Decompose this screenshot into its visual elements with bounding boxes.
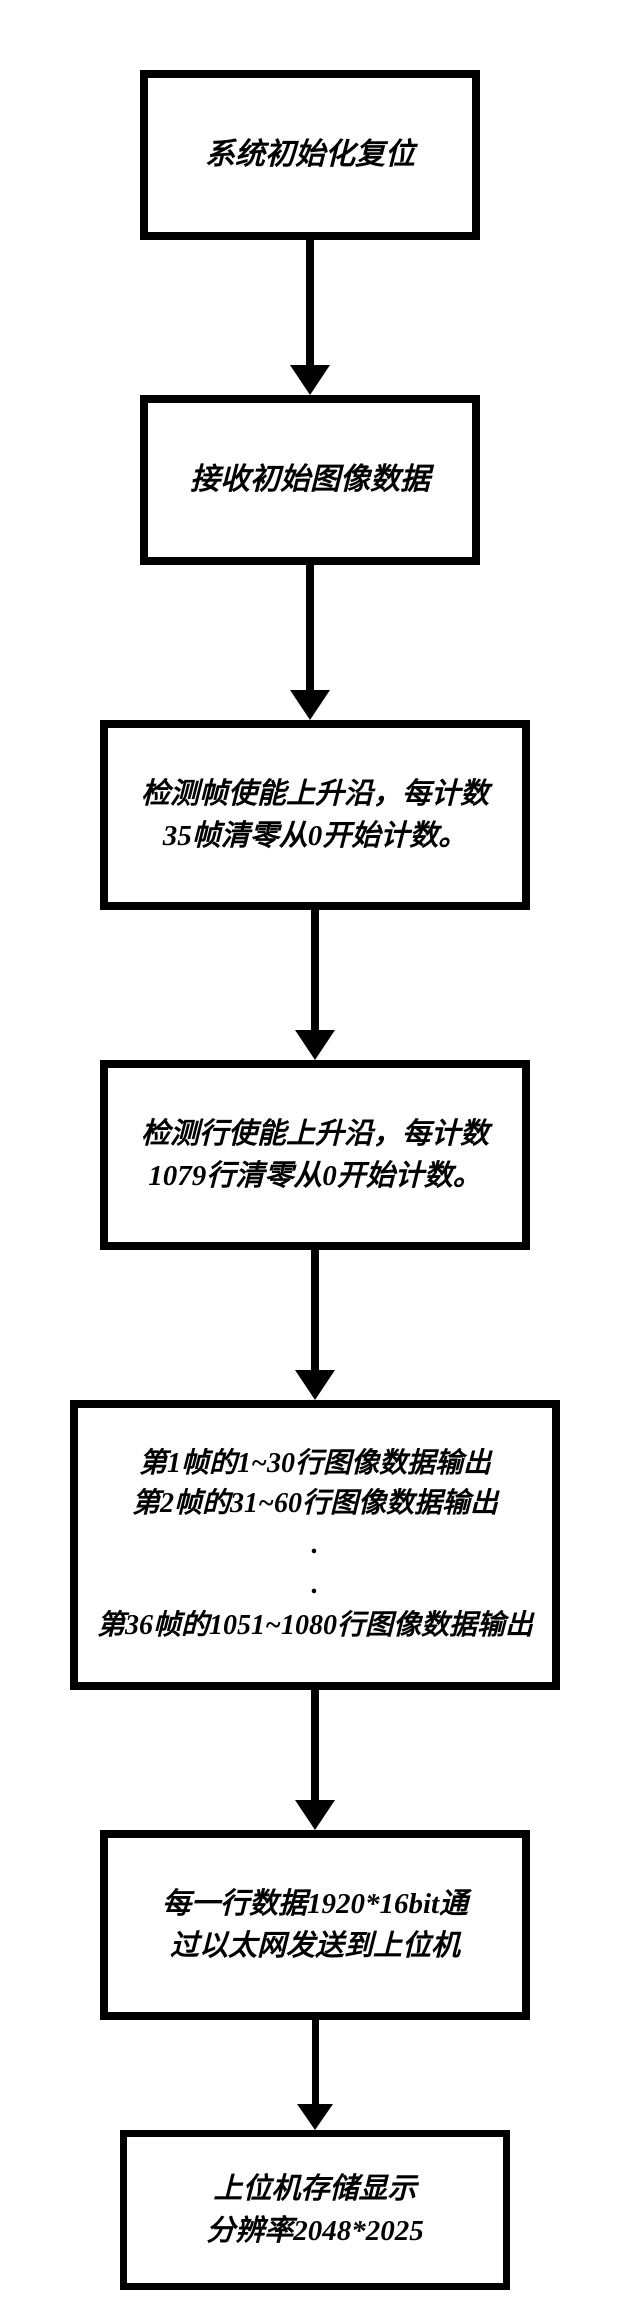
- flowchart-arrow-line: [312, 2020, 319, 2104]
- flowchart-arrow-line: [311, 1690, 319, 1800]
- flowchart-arrow-line: [306, 565, 314, 690]
- flowchart-node-n4: 检测行使能上升沿，每计数 1079行清零从0开始计数。: [100, 1060, 530, 1250]
- flowchart-node-n7: 上位机存储显示 分辨率2048*2025: [120, 2130, 510, 2290]
- flowchart-node-label: 系统初始化复位: [205, 133, 415, 177]
- flowchart-node-n5: 第1帧的1~30行图像数据输出 第2帧的31~60行图像数据输出 . . 第36…: [70, 1400, 560, 1690]
- flowchart-arrow-line: [306, 240, 314, 365]
- flowchart-arrow-head: [295, 1030, 335, 1060]
- flowchart-arrow-head: [297, 2104, 333, 2130]
- flowchart-node-label: 接收初始图像数据: [190, 458, 430, 502]
- flowchart-node-n1: 系统初始化复位: [140, 70, 480, 240]
- flowchart-arrow-head: [295, 1370, 335, 1400]
- flowchart-node-n6: 每一行数据1920*16bit通 过以太网发送到上位机: [100, 1830, 530, 2020]
- flowchart-node-label: 上位机存储显示 分辨率2048*2025: [206, 2168, 424, 2252]
- flowchart-canvas: 系统初始化复位接收初始图像数据检测帧使能上升沿，每计数 35帧清零从0开始计数。…: [0, 0, 624, 2304]
- flowchart-node-label: 第1帧的1~30行图像数据输出 第2帧的31~60行图像数据输出 . . 第36…: [97, 1444, 533, 1647]
- flowchart-arrow-line: [311, 910, 319, 1030]
- flowchart-node-label: 检测帧使能上升沿，每计数 35帧清零从0开始计数。: [141, 773, 489, 857]
- flowchart-arrow-line: [311, 1250, 319, 1370]
- flowchart-node-label: 检测行使能上升沿，每计数 1079行清零从0开始计数。: [141, 1113, 489, 1197]
- flowchart-arrow-head: [295, 1800, 335, 1830]
- flowchart-node-label: 每一行数据1920*16bit通 过以太网发送到上位机: [162, 1883, 468, 1967]
- flowchart-node-n3: 检测帧使能上升沿，每计数 35帧清零从0开始计数。: [100, 720, 530, 910]
- flowchart-arrow-head: [290, 690, 330, 720]
- flowchart-arrow-head: [290, 365, 330, 395]
- flowchart-node-n2: 接收初始图像数据: [140, 395, 480, 565]
